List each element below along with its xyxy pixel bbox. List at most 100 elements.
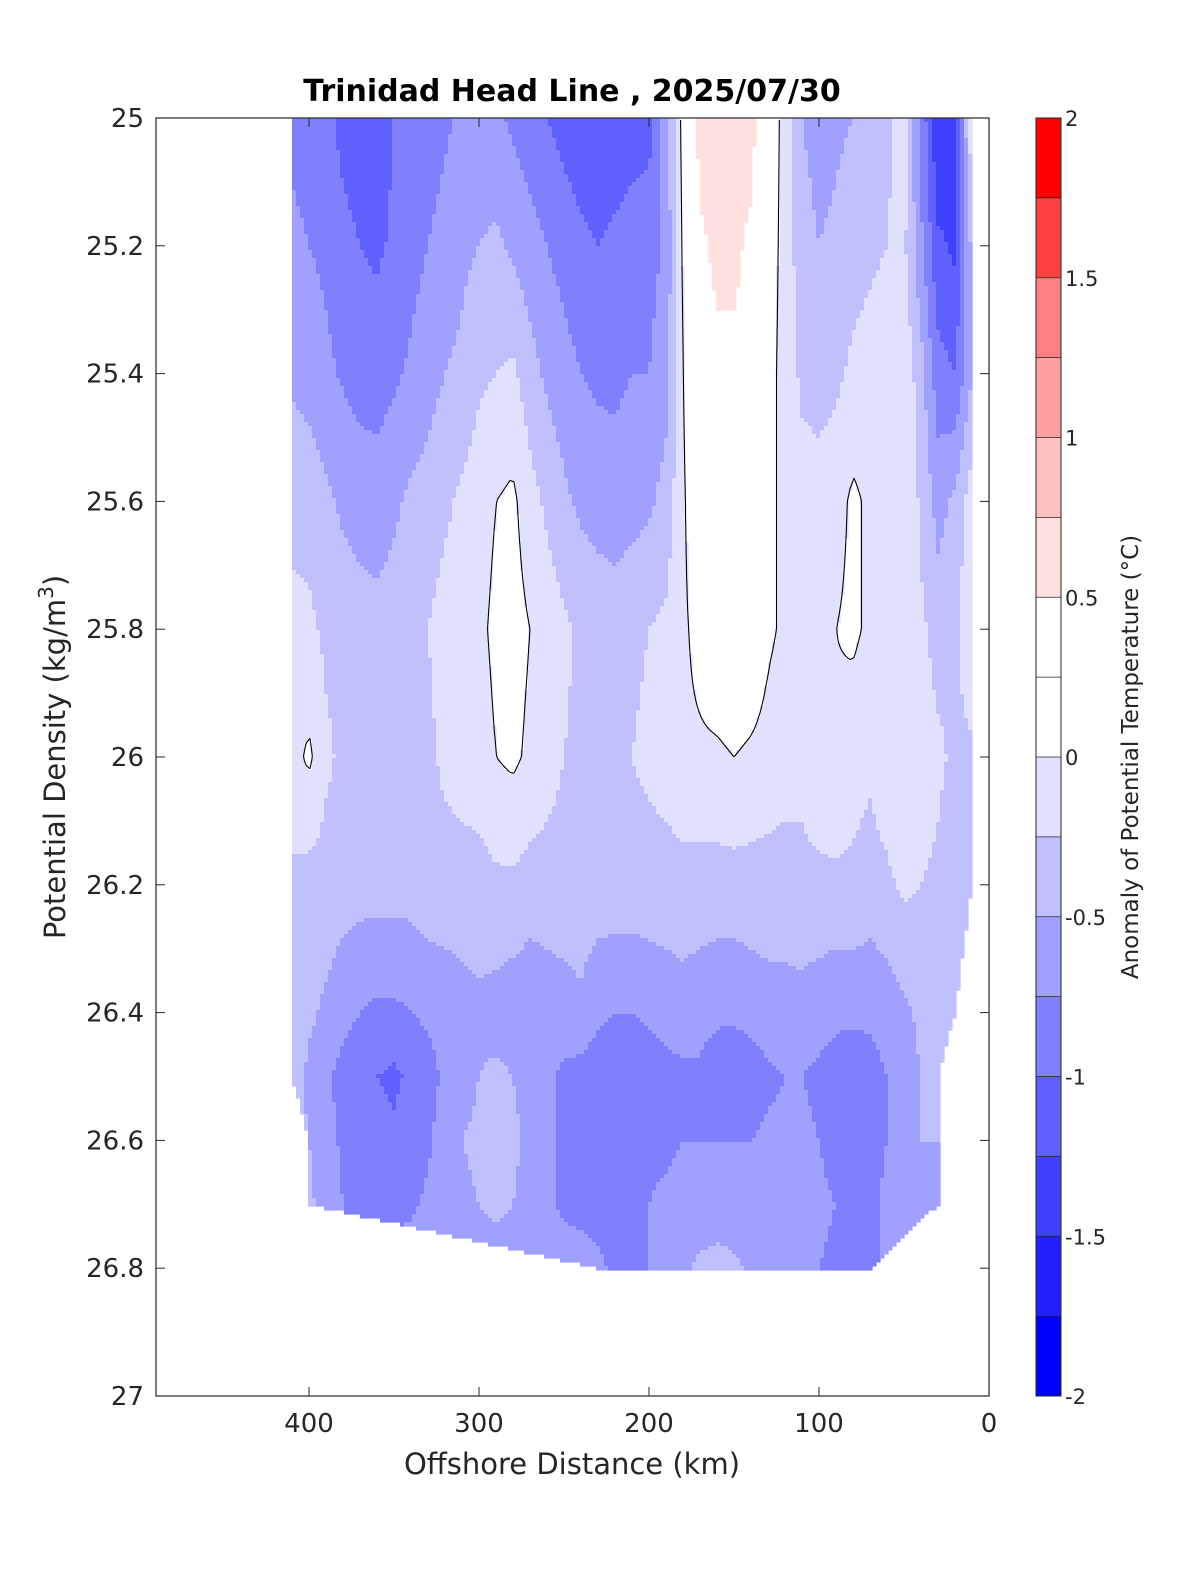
contour-cell (292, 254, 313, 259)
contour-cell (516, 506, 545, 511)
contour-cell (932, 358, 949, 363)
contour-cell (956, 154, 961, 159)
contour-cell (432, 714, 493, 719)
contour-cell (588, 226, 609, 231)
contour-cell (816, 230, 825, 235)
contour-cell (960, 394, 969, 399)
contour-cell (936, 214, 957, 219)
contour-cell (920, 198, 929, 203)
contour-cell (312, 594, 437, 599)
contour-cell (552, 262, 661, 267)
contour-cell (416, 298, 465, 303)
contour-cell (768, 958, 817, 963)
contour-cell (484, 842, 529, 847)
contour-cell (456, 330, 533, 335)
contour-cell (880, 1190, 941, 1195)
contour-cell (292, 386, 345, 391)
contour-cell (676, 254, 681, 259)
contour-cell (812, 206, 829, 211)
contour-cell (864, 306, 909, 311)
contour-cell (568, 714, 637, 719)
contour-cell (784, 1078, 805, 1083)
contour-cell (964, 270, 973, 275)
contour-cell (512, 1078, 557, 1083)
contour-cell (780, 246, 793, 251)
contour-cell (916, 286, 929, 291)
contour-cell (804, 118, 853, 123)
contour-cell (916, 230, 925, 235)
contour-cell (292, 682, 325, 687)
contour-cell (968, 214, 973, 219)
contour-cell (796, 314, 861, 319)
contour-cell (792, 258, 881, 263)
contour-cell (908, 202, 917, 207)
contour-cell (920, 1130, 941, 1135)
contour-cell (780, 1086, 805, 1091)
contour-cell (644, 666, 693, 671)
contour-cell (516, 1110, 557, 1115)
contour-cell (964, 434, 973, 439)
contour-cell (448, 150, 517, 155)
contour-cell (960, 226, 965, 231)
contour-cell (764, 1118, 813, 1123)
contour-cell (312, 598, 433, 603)
contour-cell (908, 218, 917, 223)
contour-cell (916, 246, 925, 251)
contour-cell (292, 590, 313, 595)
contour-cell (416, 302, 465, 307)
contour-cell (652, 122, 661, 127)
contour-cell (292, 266, 317, 271)
contour-cell (292, 898, 905, 903)
contour-cell (408, 1006, 913, 1011)
contour-cell (844, 150, 893, 155)
contour-cell (552, 134, 653, 139)
contour-cell (520, 526, 545, 531)
contour-cell (536, 834, 677, 839)
contour-cell (936, 310, 961, 315)
contour-cell (956, 474, 969, 479)
contour-cell (956, 142, 961, 147)
contour-cell (916, 270, 925, 275)
contour-cell (932, 122, 957, 127)
contour-cell (292, 162, 341, 167)
contour-cell (912, 354, 925, 359)
contour-cell (412, 330, 457, 335)
contour-cell (912, 154, 921, 159)
contour-cell (836, 402, 917, 407)
contour-cell (756, 1130, 817, 1135)
contour-cell (908, 210, 917, 215)
contour-cell (916, 406, 925, 411)
contour-cell (668, 170, 677, 175)
contour-cell (652, 338, 669, 343)
contour-cell (968, 134, 973, 139)
contour-cell (796, 334, 853, 339)
contour-cell (656, 302, 669, 307)
contour-cell (640, 698, 697, 703)
contour-cell (332, 746, 437, 751)
contour-cell (492, 854, 521, 859)
contour-cell (656, 274, 673, 279)
contour-cell (820, 1146, 885, 1151)
contour-cell (464, 1130, 521, 1135)
contour-cell (924, 618, 961, 623)
contour-cell (340, 154, 393, 159)
contour-cell (612, 214, 661, 219)
contour-cell (464, 302, 525, 307)
contour-cell (520, 278, 557, 283)
contour-cell (956, 222, 961, 227)
contour-cell (940, 814, 973, 819)
contour-cell (292, 306, 325, 311)
contour-cell (948, 250, 957, 255)
contour-cell (676, 150, 681, 155)
contour-cell (824, 222, 889, 227)
contour-cell (292, 854, 493, 859)
contour-cell (672, 546, 689, 551)
contour-cell (780, 250, 793, 255)
contour-cell (668, 174, 677, 179)
contour-cell (964, 346, 973, 351)
contour-cell (352, 1026, 425, 1031)
contour-cell (556, 282, 657, 287)
contour-cell (928, 626, 961, 631)
contour-cell (908, 266, 917, 271)
contour-cell (964, 494, 973, 499)
